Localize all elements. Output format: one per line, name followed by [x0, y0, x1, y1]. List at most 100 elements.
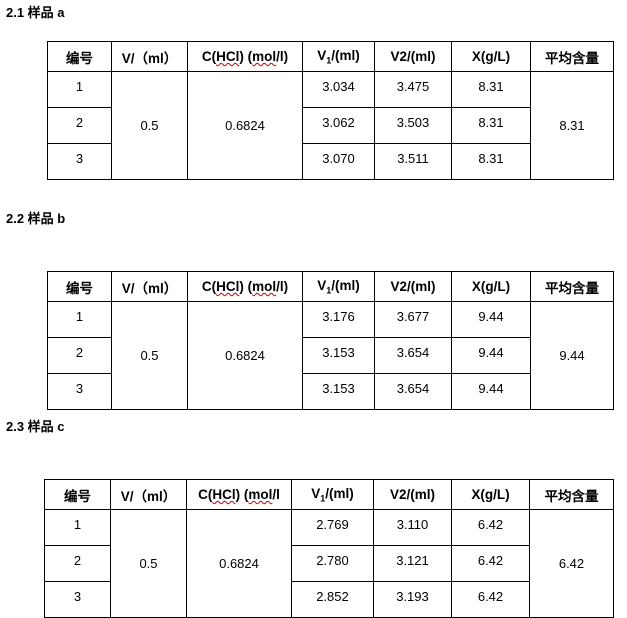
cell-no: 2 [47, 337, 112, 374]
c-mid: ) [235, 487, 244, 502]
cell-no: 3 [44, 581, 111, 618]
section-title: 2.1 样品 a [6, 5, 65, 20]
table-row: 2 3.062 3.503 8.31 [47, 107, 614, 144]
cell-v2: 3.121 [373, 545, 452, 582]
section-title: 2.2 样品 b [6, 211, 66, 226]
cell-v2: 3.193 [373, 581, 452, 618]
c-mol: mol [252, 279, 277, 294]
v1-sub: 1 [326, 55, 332, 66]
table-row: 1 0.5 0.6824 2.769 3.110 6.42 6.42 [44, 509, 614, 618]
cell-v1: 2.780 [291, 545, 374, 582]
cell-c: 0.6824 [187, 71, 303, 180]
v1-pre: V [317, 277, 327, 293]
header-c: C(HCl) (mol/l) [187, 271, 303, 302]
cell-v2: 3.503 [374, 107, 452, 144]
c-pre: C( [201, 49, 217, 64]
cell-v: 0.5 [111, 71, 188, 180]
c-hcl: HCl [212, 487, 236, 502]
cell-v1: 2.769 [291, 509, 374, 546]
header-v2: V2/(ml) [373, 479, 452, 510]
c-mol: mol [252, 49, 277, 64]
cell-x: 8.31 [451, 71, 531, 108]
data-table: 编号 V/（ml） C(HCl) (mol/l) V1/(ml) V2/(ml) X(g/… [47, 41, 614, 180]
header-no: 编号 [47, 271, 112, 302]
cell-v1: 3.153 [302, 337, 375, 374]
c-mid: ) [239, 279, 248, 294]
header-avg: 平均含量 [530, 271, 614, 302]
c-hcl: HCl [216, 49, 240, 64]
cell-x: 9.44 [451, 373, 531, 410]
cell-v2: 3.677 [374, 301, 452, 338]
cell-x: 9.44 [451, 337, 531, 374]
cell-v1: 3.153 [302, 373, 375, 410]
cell-v2: 3.110 [373, 509, 452, 546]
cell-v2: 3.475 [374, 71, 452, 108]
cell-x: 8.31 [451, 107, 531, 144]
c-mid: ) [239, 49, 248, 64]
cell-x: 6.42 [451, 581, 530, 618]
cell-c: 0.6824 [187, 301, 303, 410]
header-x: X(g/L) [451, 41, 531, 72]
header-c: C(HCl) (mol/l [186, 479, 292, 510]
v1-pre: V [317, 47, 327, 63]
header-v: V/（ml） [111, 271, 188, 302]
cell-no: 3 [47, 143, 112, 180]
header-v2: V2/(ml) [374, 41, 452, 72]
header-v1: V1/(ml) [302, 271, 375, 302]
cell-v2: 3.654 [374, 373, 452, 410]
c-mol: mol [248, 487, 273, 502]
header-x: X(g/L) [451, 271, 531, 302]
section-title: 2.3 样品 c [6, 419, 65, 434]
cell-no: 2 [47, 107, 112, 144]
data-table: 编号 V/（ml） C(HCl) (mol/l) V1/(ml) V2/(ml) X(g/… [47, 271, 614, 410]
cell-x: 6.42 [451, 545, 530, 582]
v1-sub: 1 [320, 493, 326, 504]
cell-v1: 2.852 [291, 581, 374, 618]
cell-avg: 9.44 [530, 301, 614, 410]
cell-x: 9.44 [451, 301, 531, 338]
table-row: 1 0.5 0.6824 3.176 3.677 9.44 9.44 [47, 301, 614, 410]
c-hcl: HCl [216, 279, 240, 294]
cell-no: 1 [44, 509, 111, 546]
c-post: /l [272, 487, 280, 502]
v1-post: /(ml) [325, 485, 354, 501]
c-pre: C( [201, 279, 217, 294]
table-row: 3 3.070 3.511 8.31 [47, 143, 614, 180]
v1-post: /(ml) [331, 277, 360, 293]
cell-v2: 3.511 [374, 143, 452, 180]
cell-v1: 3.176 [302, 301, 375, 338]
header-avg: 平均含量 [530, 41, 614, 72]
cell-no: 1 [47, 71, 112, 108]
cell-avg: 6.42 [529, 509, 614, 618]
cell-v1: 3.070 [302, 143, 375, 180]
header-c: C(HCl) (mol/l) [187, 41, 303, 72]
header-no: 编号 [47, 41, 112, 72]
header-v2: V2/(ml) [374, 271, 452, 302]
cell-v1: 3.062 [302, 107, 375, 144]
cell-v2: 3.654 [374, 337, 452, 374]
v1-pre: V [311, 485, 321, 501]
cell-v: 0.5 [111, 301, 188, 410]
header-v1: V1/(ml) [291, 479, 374, 510]
header-row: 编号 V/（ml） C(HCl) (mol/l) V1/(ml) V2/(ml) X(g/… [47, 41, 614, 72]
table-row: 3 3.153 3.654 9.44 [47, 373, 614, 410]
c-post: /l) [276, 49, 289, 64]
cell-v1: 3.034 [302, 71, 375, 108]
header-v1: V1/(ml) [302, 41, 375, 72]
header-x: X(g/L) [451, 479, 530, 510]
cell-no: 3 [47, 373, 112, 410]
cell-c: 0.6824 [186, 509, 292, 618]
header-no: 编号 [44, 479, 111, 510]
cell-x: 8.31 [451, 143, 531, 180]
table-row: 1 0.5 0.6824 3.034 3.475 8.31 8.31 [47, 71, 614, 180]
c-post: /l) [276, 279, 289, 294]
c-pre: C( [198, 487, 213, 502]
data-table: 编号 V/（ml） C(HCl) (mol/l V1/(ml) V2/(ml) X(g/L… [44, 479, 614, 618]
cell-v: 0.5 [110, 509, 187, 618]
header-avg: 平均含量 [529, 479, 614, 510]
v1-post: /(ml) [331, 47, 360, 63]
header-v: V/（ml） [111, 41, 188, 72]
cell-x: 6.42 [451, 509, 530, 546]
v1-sub: 1 [326, 285, 332, 296]
cell-no: 1 [47, 301, 112, 338]
